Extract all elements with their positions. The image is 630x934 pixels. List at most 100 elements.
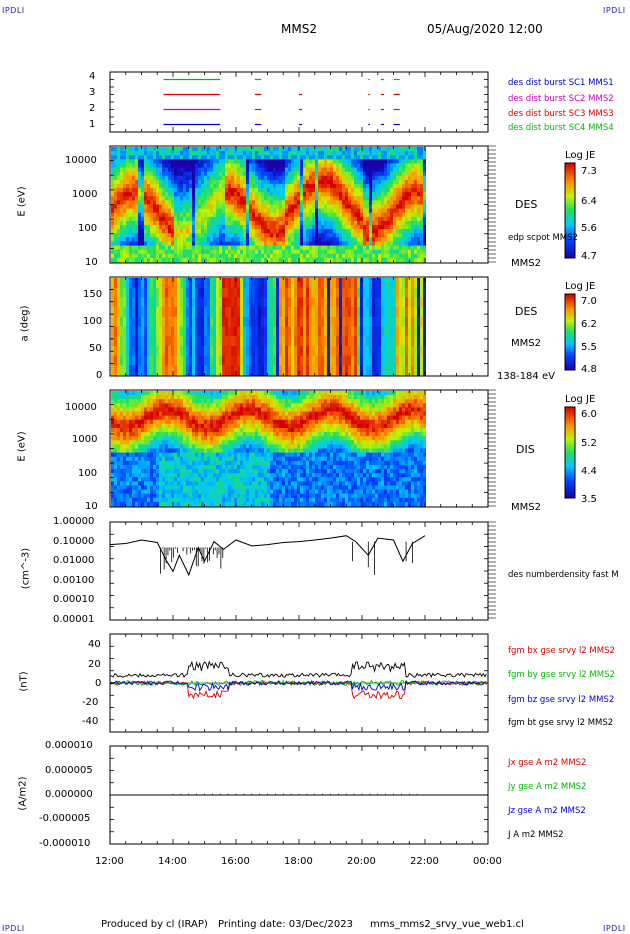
des-energy-cell [312,216,315,222]
dis-energy-cell [135,403,138,408]
des-energy-cell [198,163,201,169]
des-pitch-cell [240,336,243,347]
des-pitch-cell [405,287,408,298]
dis-energy-cell [138,493,141,499]
des-energy-cell [291,183,294,189]
des-energy-cell [288,253,291,259]
des-pitch-cell [321,297,324,308]
des-energy-cell [267,179,270,185]
des-energy-cell [291,220,294,226]
des-energy-cell [420,188,423,193]
des-energy-cell [315,188,318,193]
des-energy-cell [111,167,114,173]
dis-energy-cell [138,399,141,404]
des-energy-cell [261,237,264,242]
des-energy-cell [414,233,417,238]
des-energy-cell [192,220,195,226]
des-energy-cell [297,155,300,160]
des-energy-cell [168,257,171,263]
des-pitch-cell [285,297,288,308]
des-energy-cell [111,237,114,242]
dis-energy-cell [156,497,159,503]
des-energy-cell [399,200,402,205]
des-energy-cell [180,249,183,255]
des-energy-cell [141,225,144,230]
des-energy-cell [147,241,150,247]
des-energy-cell [159,151,162,156]
des-energy-cell [312,229,315,234]
des-energy-cell [375,151,378,156]
dis-energy-cell [162,415,165,421]
des-energy-cell [162,208,165,214]
dis-energy-cell [174,407,177,413]
des-energy-cell [378,155,381,160]
des-energy-cell [297,196,300,201]
dis-energy-cell [198,493,201,499]
des-energy-cell [120,159,123,164]
des-energy-cell [240,237,243,242]
des-energy-cell [345,159,348,164]
dis-energy-cell [213,399,216,404]
des-energy-cell [279,249,282,255]
des-pitch-cell [231,316,234,327]
des-energy-cell [219,220,222,226]
des-pitch-cell [114,278,117,289]
des-energy-cell [183,167,186,173]
des-energy-cell [306,216,309,222]
des-energy-cell [192,171,195,177]
des-energy-cell [258,229,261,234]
des-pitch-cell [225,307,228,318]
des-energy-cell [210,196,213,201]
des-energy-cell [177,237,180,242]
des-energy-cell [348,208,351,214]
des-energy-cell [168,155,171,160]
dis-energy-cell [210,464,213,470]
des-pitch-cell [219,355,222,366]
des-pitch-cell [171,278,174,289]
des-energy-cell [246,151,249,156]
des-pitch-cell [381,316,384,327]
dis-energy-cell [126,489,129,495]
des-energy-cell [420,229,423,234]
dis-energy-cell [162,481,165,486]
des-pitch-cell [330,345,333,357]
dis-energy-cell [192,440,195,445]
dis-energy-cell [138,485,141,491]
des-energy-cell [291,179,294,185]
dis-energy-cell [147,489,150,495]
des-energy-cell [297,183,300,189]
des-energy-cell [300,204,303,210]
des-energy-cell [330,155,333,160]
des-energy-cell [291,175,294,181]
des-energy-cell [168,175,171,181]
des-energy-cell [225,225,228,230]
des-energy-cell [333,253,336,259]
des-energy-cell [213,192,216,197]
des-energy-cell [129,225,132,230]
des-pitch-cell [393,365,396,376]
des-energy-cell [399,192,402,197]
des-energy-cell [219,179,222,185]
dis-energy-cell [123,403,126,408]
des-pitch-cell [114,307,117,318]
des-pitch-cell [324,345,327,357]
des-pitch-cell [165,365,168,376]
des-energy-cell [264,163,267,169]
des-energy-cell [414,147,417,152]
des-pitch-cell [402,316,405,327]
des-pitch-cell [192,278,195,289]
des-energy-cell [291,249,294,255]
des-energy-cell [372,225,375,230]
des-energy-cell [402,163,405,169]
dis-energy-cell [192,477,195,482]
des-energy-cell [150,183,153,189]
des-pitch-cell [234,316,237,327]
des-energy-cell [375,245,378,251]
des-energy-cell [126,151,129,156]
dis-energy-cell [141,473,144,478]
des-energy-cell [237,200,240,205]
des-energy-cell [273,179,276,185]
des-energy-cell [420,245,423,251]
des-energy-cell [162,233,165,238]
